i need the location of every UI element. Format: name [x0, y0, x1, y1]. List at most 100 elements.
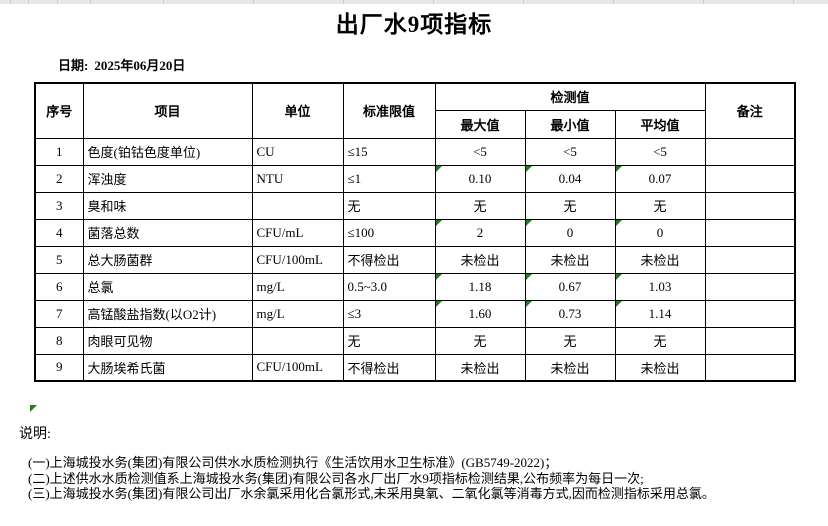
- cell-unit: [251, 191, 344, 220]
- cell-remark: [704, 191, 796, 220]
- cell-avg: 无: [614, 191, 706, 220]
- cell-limit: ≤15: [342, 137, 436, 166]
- cell-no: 1: [34, 137, 84, 166]
- cell-min: 未检出: [524, 245, 616, 274]
- table-row: 7 高锰酸盐指数(以O2计) mg/L ≤3 1.60 0.73 1.14: [34, 299, 796, 328]
- error-indicator-icon: [526, 274, 532, 280]
- cell-avg: 0.07: [614, 164, 706, 193]
- cell-limit: 0.5~3.0: [342, 272, 436, 301]
- cell-no: 8: [34, 326, 84, 355]
- note-line: (三)上海城投水务(集团)有限公司出厂水余氯采用化合氯形式,未采用臭氧、二氧化氯…: [28, 486, 715, 501]
- cell-no: 3: [34, 191, 84, 220]
- error-indicator-icon: [616, 220, 622, 226]
- table-row: 8 肉眼可见物无无无无: [34, 326, 796, 355]
- cell-no: 9: [34, 353, 84, 382]
- cell-unit: CFU/100mL: [251, 353, 344, 382]
- error-indicator-icon: [616, 274, 622, 280]
- cell-min: 无: [524, 191, 616, 220]
- table-row: 3 臭和味无无无无: [34, 191, 796, 220]
- cell-unit: CFU/mL: [251, 218, 344, 247]
- cell-item: 肉眼可见物: [82, 326, 253, 355]
- table-row: 2 浑浊度 NTU ≤1 0.10 0.04 0.07: [34, 164, 796, 193]
- spreadsheet-grid-strip: [0, 0, 828, 5]
- cell-min: 0.67: [524, 272, 616, 301]
- cell-unit: mg/L: [251, 299, 344, 328]
- date-line: 日期: 2025年06月20日: [58, 55, 185, 74]
- cell-max: 2: [434, 218, 526, 247]
- cell-max: 无: [434, 326, 526, 355]
- cell-unit: CU: [251, 137, 344, 166]
- cell-avg: 未检出: [614, 245, 706, 274]
- cell-max: 未检出: [434, 353, 526, 382]
- cell-avg: 1.14: [614, 299, 706, 328]
- page-title: 出厂水9项指标: [335, 12, 493, 37]
- table-row: 5 总大肠菌群 CFU/100mL 不得检出 未检出 未检出 未检出: [34, 245, 796, 274]
- table-row: 1 色度(铂钴色度单位) CU ≤15 <5 <5 <5: [34, 137, 796, 166]
- cell-unit: NTU: [251, 164, 344, 193]
- cell-min: 0.73: [524, 299, 616, 328]
- error-indicator-icon: [526, 220, 532, 226]
- error-indicator-icon: [616, 301, 622, 307]
- cell-limit: 不得检出: [342, 245, 436, 274]
- cell-item: 浑浊度: [82, 164, 253, 193]
- col-header-detection: 检测值: [434, 82, 706, 111]
- cell-max: 1.18: [434, 272, 526, 301]
- error-indicator-icon: [436, 166, 442, 172]
- cell-limit: 无: [342, 191, 436, 220]
- cell-min: 未检出: [524, 353, 616, 382]
- col-header-unit: 单位: [251, 82, 344, 139]
- col-header-no: 序号: [34, 82, 84, 139]
- cell-avg: 0: [614, 218, 706, 247]
- note-line: (二)上述供水水质检测值系上海城投水务(集团)有限公司各水厂出厂水9项指标检测结…: [28, 470, 644, 486]
- cell-remark: [704, 299, 796, 328]
- cell-item: 色度(铂钴色度单位): [82, 137, 253, 166]
- cell-remark: [704, 272, 796, 301]
- cell-limit: ≤100: [342, 218, 436, 247]
- cell-min: 无: [524, 326, 616, 355]
- cell-max: 0.10: [434, 164, 526, 193]
- cell-unit: [251, 326, 344, 355]
- error-indicator-icon: [436, 274, 442, 280]
- cell-no: 6: [34, 272, 84, 301]
- cell-unit: mg/L: [251, 272, 344, 301]
- error-indicator-icon: [526, 301, 532, 307]
- cell-avg: 未检出: [614, 353, 706, 382]
- cell-avg: 无: [614, 326, 706, 355]
- error-indicator-icon: [436, 301, 442, 307]
- date-value: 2025年06月20日: [94, 58, 186, 73]
- cell-no: 7: [34, 299, 84, 328]
- cell-remark: [704, 218, 796, 247]
- notes-label: 说明:: [19, 427, 51, 442]
- cell-max: 1.60: [434, 299, 526, 328]
- col-header-item: 项目: [82, 82, 253, 139]
- col-header-avg: 平均值: [614, 109, 706, 139]
- cell-max: <5: [434, 137, 526, 166]
- error-indicator-icon: [436, 220, 442, 226]
- cell-unit: CFU/100mL: [251, 245, 344, 274]
- cell-item: 大肠埃希氏菌: [82, 353, 253, 382]
- cell-item: 臭和味: [82, 191, 253, 220]
- cell-no: 5: [34, 245, 84, 274]
- cell-no: 2: [34, 164, 84, 193]
- cell-min: 0: [524, 218, 616, 247]
- cell-avg: <5: [614, 137, 706, 166]
- cell-limit: ≤3: [342, 299, 436, 328]
- cell-avg: 1.03: [614, 272, 706, 301]
- cell-item: 总氯: [82, 272, 253, 301]
- cell-max: 未检出: [434, 245, 526, 274]
- error-indicator-icon: [616, 166, 622, 172]
- cell-remark: [704, 137, 796, 166]
- cell-limit: 无: [342, 326, 436, 355]
- cell-remark: [704, 164, 796, 193]
- table-row: 6 总氯 mg/L 0.5~3.0 1.18 0.67 1.03: [34, 272, 796, 301]
- cell-limit: ≤1: [342, 164, 436, 193]
- cell-item: 高锰酸盐指数(以O2计): [82, 299, 253, 328]
- notes-block: (一)上海城投水务(集团)有限公司供水水质检测执行《生活饮用水卫生标准》(GB5…: [28, 455, 715, 502]
- error-indicator-icon: [526, 166, 532, 172]
- cell-limit: 不得检出: [342, 353, 436, 382]
- table-row: 4 菌落总数 CFU/mL ≤100 2 0 0: [34, 218, 796, 247]
- col-header-max: 最大值: [434, 109, 526, 139]
- cell-max: 无: [434, 191, 526, 220]
- cell-remark: [704, 326, 796, 355]
- error-indicator-icon: [30, 405, 37, 412]
